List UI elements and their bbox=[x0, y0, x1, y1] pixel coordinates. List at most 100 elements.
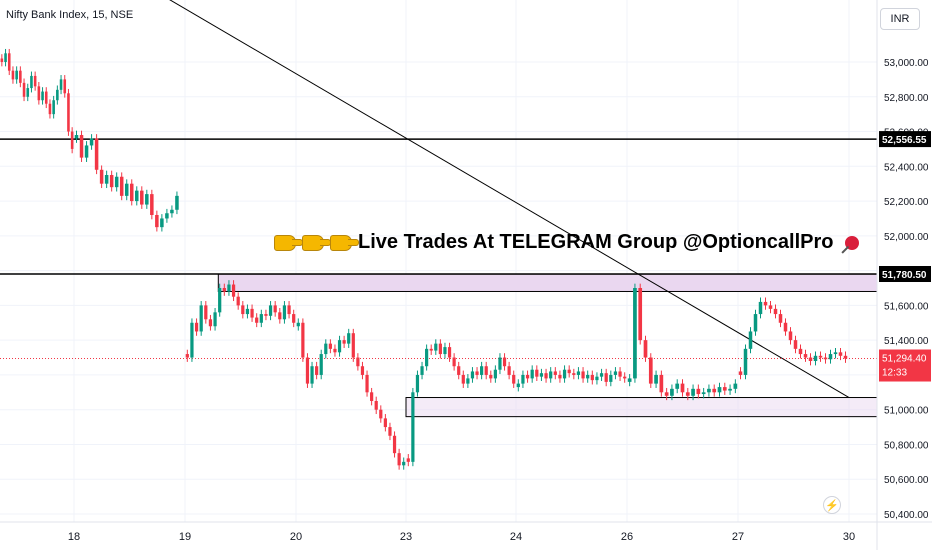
candle-body bbox=[218, 288, 222, 313]
candle-body bbox=[268, 305, 273, 316]
candle-body bbox=[743, 348, 748, 375]
candle-body bbox=[670, 388, 674, 396]
candle-body bbox=[165, 213, 169, 219]
lightning-icon[interactable]: ⚡ bbox=[823, 496, 841, 514]
candle-body bbox=[356, 357, 360, 367]
candle-body bbox=[498, 357, 502, 370]
candle-body bbox=[512, 374, 516, 384]
candle-body bbox=[56, 89, 59, 101]
candle-body bbox=[680, 383, 685, 393]
candle-body bbox=[160, 218, 164, 228]
candle-body bbox=[199, 305, 203, 332]
candle-body bbox=[828, 354, 833, 360]
candle-body bbox=[484, 366, 488, 375]
candle-body bbox=[245, 308, 250, 315]
x-tick-label: 26 bbox=[621, 531, 633, 543]
candle-body bbox=[798, 348, 803, 355]
candle-body bbox=[145, 194, 149, 205]
candle-body bbox=[525, 374, 530, 379]
candle-body bbox=[402, 461, 406, 466]
candle-body bbox=[654, 374, 658, 384]
candle-body bbox=[227, 284, 231, 292]
candle-body bbox=[4, 53, 7, 62]
candle-body bbox=[618, 371, 622, 377]
candle-body bbox=[255, 317, 259, 323]
price-tag-label-0: 52,556.55 bbox=[882, 135, 927, 146]
candle-body bbox=[397, 453, 401, 466]
candle-body bbox=[15, 70, 18, 80]
candle-body bbox=[712, 388, 717, 393]
candle-body bbox=[406, 458, 410, 462]
candle-body bbox=[190, 322, 194, 358]
candle-body bbox=[457, 366, 461, 375]
candle-body bbox=[63, 79, 67, 94]
candle-body bbox=[52, 100, 55, 115]
y-tick-label: 52,200.00 bbox=[884, 197, 929, 208]
candle-body bbox=[273, 305, 277, 313]
candle-body bbox=[392, 435, 397, 454]
candle-body bbox=[94, 138, 99, 170]
candle-body bbox=[287, 305, 291, 315]
candle-body bbox=[599, 373, 604, 377]
candle-body bbox=[70, 131, 74, 149]
candle-body bbox=[539, 373, 544, 377]
candle-body bbox=[604, 373, 608, 382]
candle-body bbox=[758, 301, 763, 315]
currency-button[interactable]: INR bbox=[880, 8, 920, 30]
zone-0 bbox=[217, 273, 878, 292]
candle-body bbox=[315, 366, 319, 375]
candle-body bbox=[208, 319, 213, 327]
trendline bbox=[169, 0, 850, 398]
candle-body bbox=[722, 387, 727, 391]
candle-body bbox=[549, 371, 553, 379]
x-tick-label: 24 bbox=[510, 531, 522, 543]
candle-body bbox=[264, 314, 268, 316]
candle-body bbox=[305, 357, 310, 384]
y-tick-label: 50,600.00 bbox=[884, 475, 929, 486]
candle-body bbox=[480, 366, 484, 375]
candle-body bbox=[691, 388, 695, 396]
candle-body bbox=[748, 331, 753, 349]
candle-body bbox=[236, 296, 240, 306]
candle-body bbox=[48, 103, 52, 115]
candle-body bbox=[296, 322, 300, 327]
candle-body bbox=[360, 366, 365, 375]
candle-body bbox=[135, 190, 139, 202]
y-tick-label: 53,000.00 bbox=[884, 58, 929, 69]
candle-body bbox=[425, 348, 429, 367]
candle-body bbox=[581, 371, 585, 379]
candle-body bbox=[717, 387, 722, 393]
candle-body bbox=[833, 352, 838, 355]
candle-body bbox=[763, 301, 768, 306]
candle-body bbox=[648, 357, 653, 384]
candle-body bbox=[0, 58, 4, 62]
candle-body bbox=[22, 82, 26, 97]
candle-body bbox=[813, 355, 818, 362]
candle-body bbox=[530, 369, 534, 379]
candle-body bbox=[783, 322, 788, 332]
candle-body bbox=[301, 322, 305, 358]
candle-body bbox=[347, 333, 351, 344]
candle-body bbox=[788, 331, 793, 341]
promo-text: Live Trades At TELEGRAM Group @Optioncal… bbox=[358, 231, 834, 253]
candle-body bbox=[379, 409, 383, 419]
candle-body bbox=[129, 183, 134, 202]
candle-body bbox=[259, 314, 263, 323]
candle-body bbox=[44, 91, 48, 104]
candle-body bbox=[328, 343, 332, 349]
candle-body bbox=[544, 373, 548, 379]
candle-body bbox=[567, 369, 571, 374]
price-tag-1 bbox=[879, 266, 931, 283]
candle-body bbox=[823, 357, 828, 360]
x-tick-label: 19 bbox=[179, 531, 191, 543]
candle-body bbox=[773, 308, 778, 315]
candle-body bbox=[140, 190, 144, 205]
candle-body bbox=[733, 383, 738, 389]
candle-body bbox=[470, 371, 475, 379]
candle-body bbox=[613, 371, 618, 375]
candle-body bbox=[609, 374, 613, 382]
candle-body bbox=[333, 348, 337, 353]
candle-body bbox=[696, 388, 701, 395]
